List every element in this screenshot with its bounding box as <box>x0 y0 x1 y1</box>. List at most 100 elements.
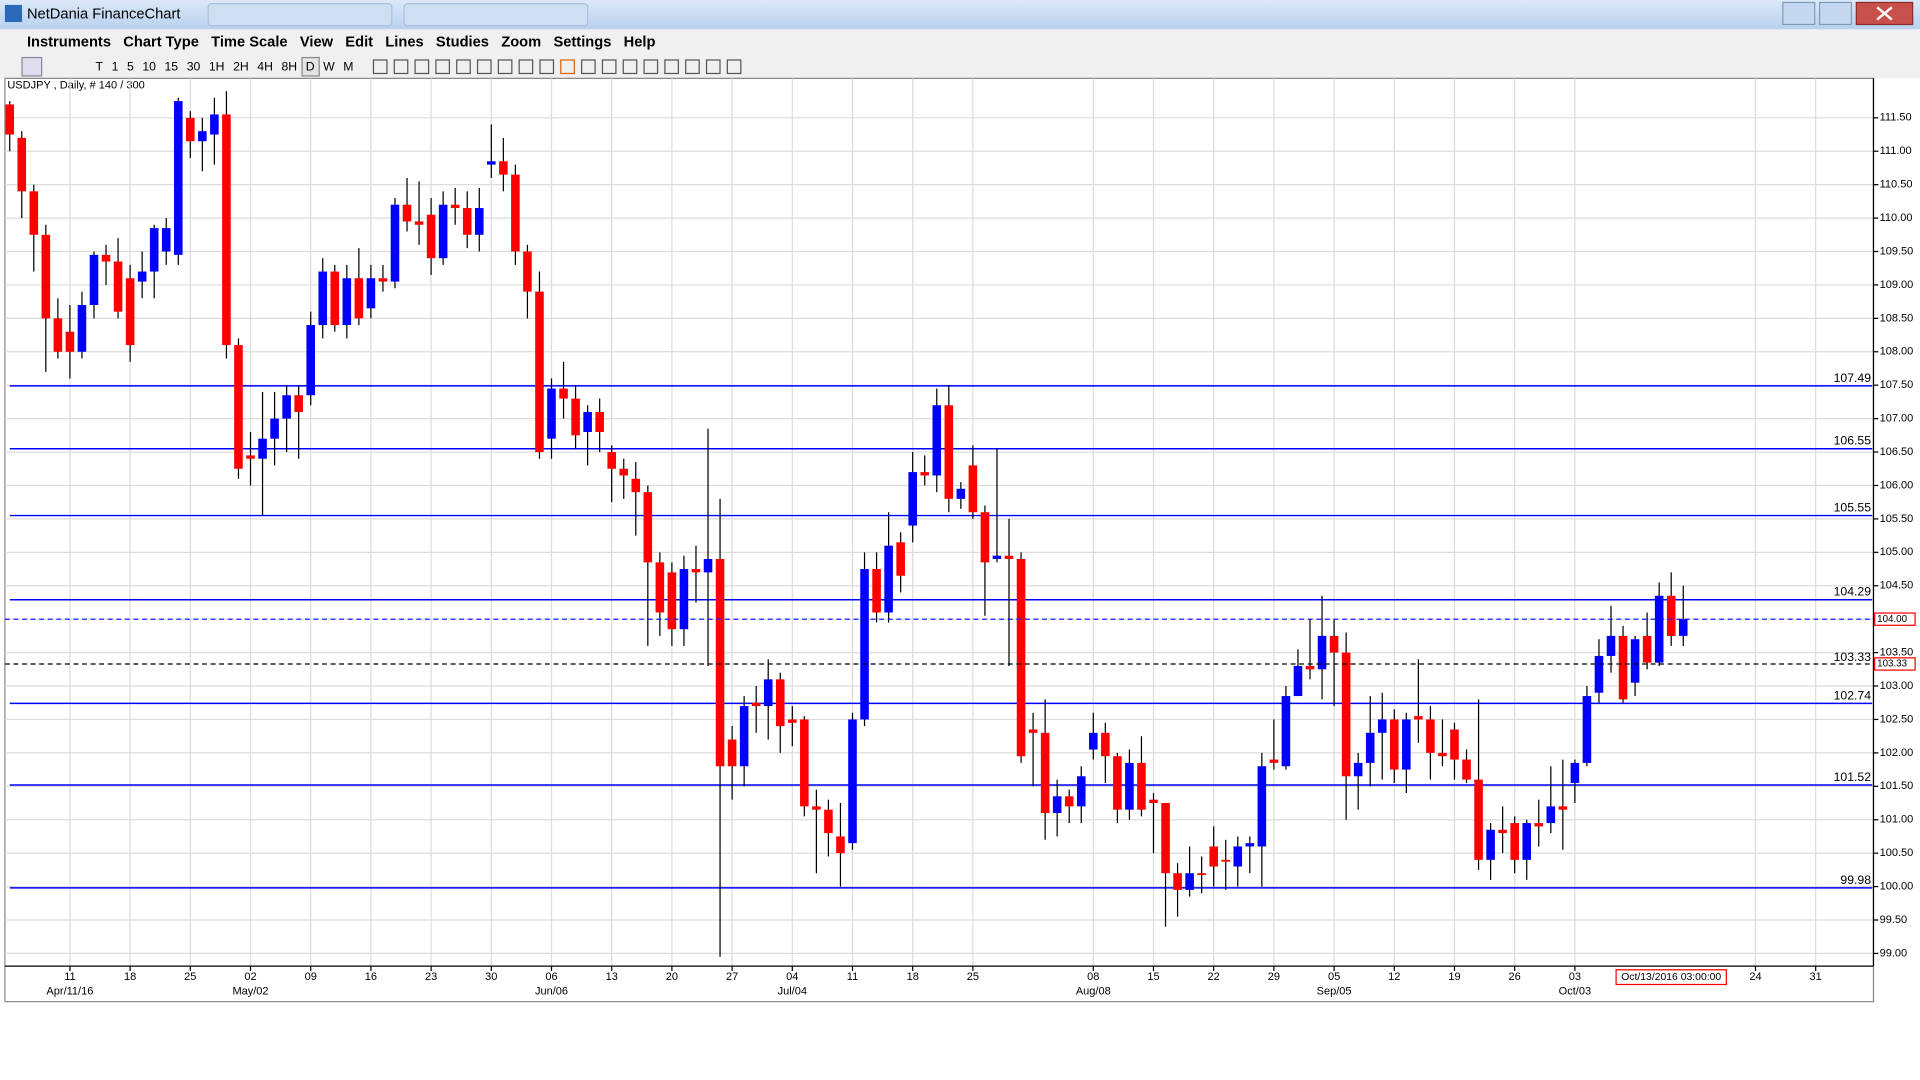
level-label: 99.98 <box>1840 873 1871 887</box>
cursor-time-label: Oct/13/2016 03:00:00 <box>1621 972 1721 983</box>
candle-body <box>1594 655 1604 693</box>
x-tick-label: 27 <box>726 971 738 983</box>
candle-body <box>89 254 99 305</box>
tool-icon[interactable] <box>476 59 492 75</box>
maximize-button[interactable] <box>1818 1 1853 26</box>
level-label: 101.52 <box>1834 770 1872 784</box>
timescale-button[interactable]: D <box>306 60 315 74</box>
tool-icon[interactable] <box>685 59 700 75</box>
tool-icon[interactable] <box>393 59 409 75</box>
timescale-button[interactable]: T <box>96 60 104 74</box>
tool-icon[interactable] <box>726 59 742 75</box>
x-tick-label: 29 <box>1268 971 1280 983</box>
x-tick-label: 03 <box>1569 971 1581 983</box>
x-tick-label: 31 <box>1810 971 1822 983</box>
candle-body <box>1534 823 1544 827</box>
menu-item[interactable]: Settings <box>553 35 611 51</box>
minimize-button[interactable] <box>1782 1 1816 26</box>
tab[interactable] <box>207 3 393 27</box>
menu-item[interactable]: Chart Type <box>123 35 199 51</box>
timescale-button[interactable]: W <box>323 60 335 74</box>
candle-body <box>487 161 496 165</box>
timescale-button[interactable]: 15 <box>165 60 179 74</box>
y-tick-label: 105.00 <box>1880 546 1914 558</box>
tool-icon[interactable] <box>497 59 513 75</box>
candle-body <box>1438 752 1447 757</box>
y-tick-label: 104.50 <box>1880 580 1914 592</box>
candle-body <box>342 278 352 326</box>
timescale-button[interactable]: 8H <box>282 60 298 74</box>
candle-body <box>1125 762 1134 810</box>
candle-body <box>667 572 677 630</box>
menu-item[interactable]: Help <box>624 35 656 51</box>
tool-icon[interactable] <box>518 59 534 75</box>
candle-body <box>1101 732 1110 757</box>
x-month-label: Jun/06 <box>535 986 568 998</box>
candle-body <box>1089 732 1098 750</box>
x-tick-label: 22 <box>1208 971 1220 983</box>
menu-item[interactable]: View <box>300 35 334 51</box>
timescale-button[interactable]: 2H <box>233 60 249 74</box>
candle-body <box>1462 759 1471 780</box>
timescale-button[interactable]: 1H <box>209 60 225 74</box>
candle-body <box>186 117 195 142</box>
tool-icon[interactable] <box>414 59 430 75</box>
candle-body <box>1209 846 1218 867</box>
timescale-button[interactable]: 4H <box>257 60 273 74</box>
candle-body <box>812 806 821 810</box>
menu-item[interactable]: Zoom <box>501 35 541 51</box>
menu-item[interactable]: Studies <box>436 35 489 51</box>
timescale-button[interactable]: M <box>343 60 353 74</box>
tab[interactable] <box>403 3 589 27</box>
tool-icon[interactable] <box>372 59 388 75</box>
candle-body <box>1402 719 1411 770</box>
cursor-axis-label: 103.33 <box>1877 659 1907 670</box>
tool-icon[interactable] <box>581 59 596 75</box>
tool-icon[interactable] <box>560 59 575 75</box>
tool-icon[interactable] <box>622 59 638 75</box>
candle-body <box>318 271 328 326</box>
tool-icon[interactable] <box>643 59 659 75</box>
menu-item[interactable]: Instruments <box>27 35 111 51</box>
timescale-button[interactable]: 5 <box>127 60 134 74</box>
menu-item[interactable]: Time Scale <box>211 35 287 51</box>
candle-body <box>414 221 424 225</box>
candle-body <box>968 465 978 513</box>
tool-icon[interactable] <box>539 59 555 75</box>
candle-body <box>595 411 604 432</box>
timescale-button[interactable]: 1 <box>112 60 119 74</box>
timescale-button[interactable]: 30 <box>187 60 201 74</box>
candle-body <box>1161 803 1170 874</box>
candle-body <box>1016 559 1026 757</box>
close-icon <box>1876 6 1893 21</box>
menu-item[interactable]: Edit <box>345 35 373 51</box>
candle-body <box>1486 829 1495 860</box>
candle-body <box>1040 732 1050 814</box>
candle-body <box>896 542 905 576</box>
candle-body <box>1257 766 1267 847</box>
candle-body <box>1377 719 1387 733</box>
candle-body <box>739 706 749 767</box>
menu-item[interactable]: Lines <box>385 35 423 51</box>
candle-body <box>1365 732 1375 763</box>
candle-body <box>1353 762 1363 777</box>
candle-body <box>270 418 279 439</box>
x-tick-label: 12 <box>1388 971 1400 983</box>
y-tick-label: 110.00 <box>1880 212 1913 224</box>
candle-body <box>1606 635 1616 656</box>
chart-title: USDJPY , Daily, # 140 / 300 <box>7 80 144 92</box>
candle-body <box>462 208 472 235</box>
candle-body <box>884 545 893 613</box>
tool-icon[interactable] <box>456 59 471 75</box>
tool-icon[interactable] <box>435 59 450 75</box>
tool-button[interactable] <box>21 56 43 77</box>
tool-icon[interactable] <box>601 59 617 75</box>
timescale-button[interactable]: 10 <box>142 60 156 74</box>
candle-body <box>1052 796 1062 814</box>
tool-icon[interactable] <box>705 59 721 75</box>
candle-body <box>1570 762 1580 783</box>
tool-icon[interactable] <box>664 59 679 75</box>
tool-button[interactable] <box>301 56 320 77</box>
y-tick-label: 100.50 <box>1880 847 1914 859</box>
